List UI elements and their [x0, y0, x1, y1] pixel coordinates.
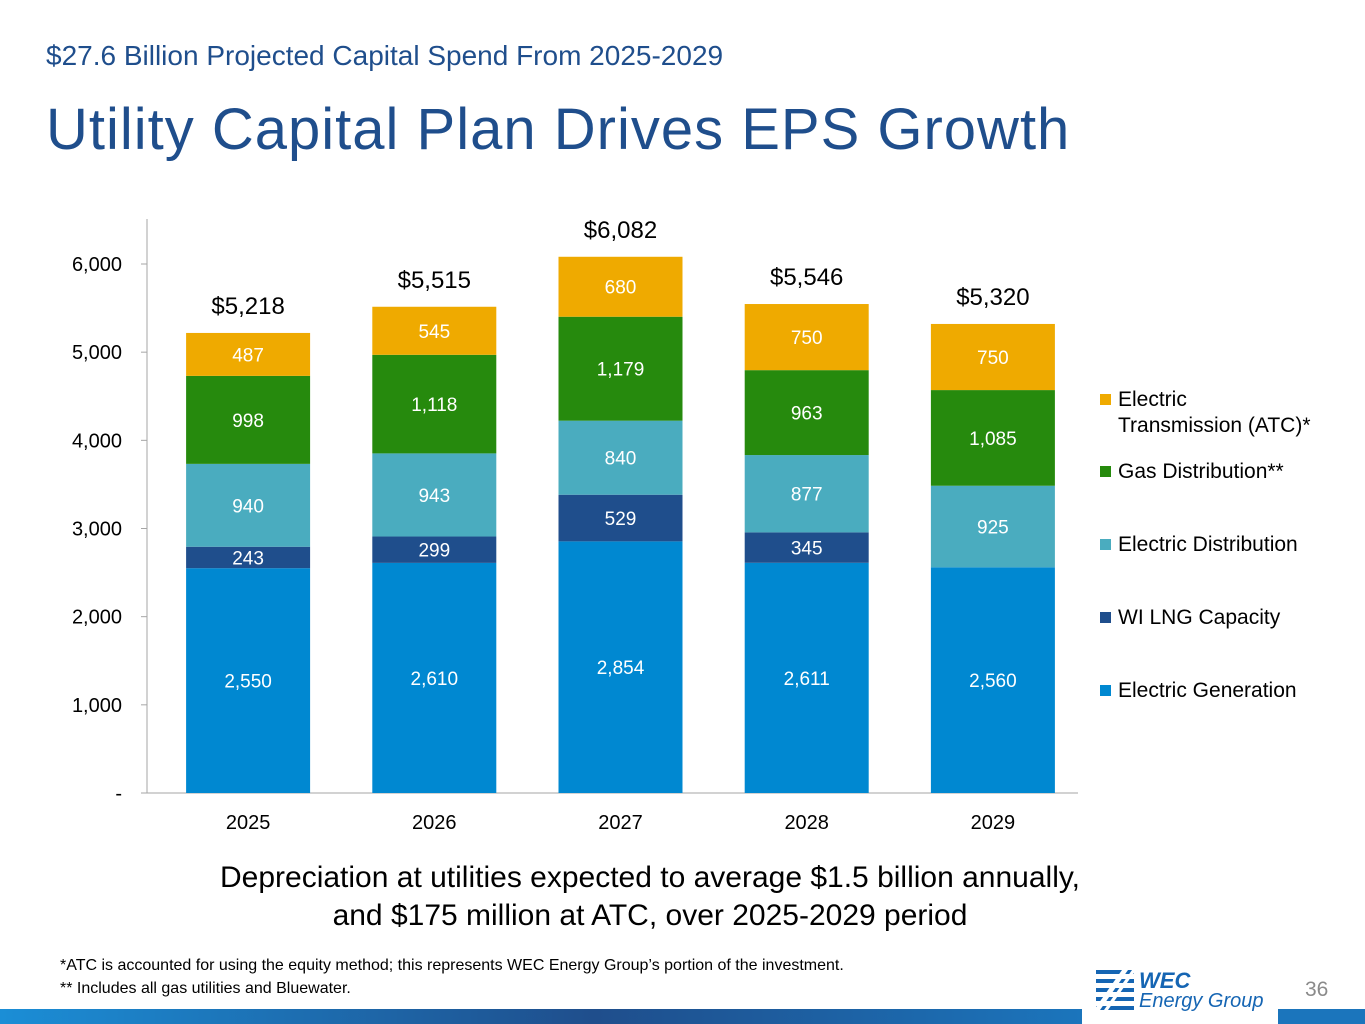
slide-title: Utility Capital Plan Drives EPS Growth: [46, 97, 1071, 162]
legend-label: Gas Distribution**: [1118, 460, 1284, 483]
bar-segment: [372, 453, 497, 537]
bar-segment: [558, 316, 683, 421]
legend-item-electric-generation: Electric Generation: [1100, 678, 1350, 704]
bar-value-label: 680: [605, 278, 637, 299]
y-tick-label: 4,000: [72, 430, 122, 452]
legend-item-gas-distribution: Gas Distribution**: [1100, 459, 1350, 485]
bar-value-label: 243: [232, 548, 264, 569]
x-tick-label: 2025: [226, 812, 271, 834]
bar-segment: [744, 455, 869, 533]
bar-value-label: 1,085: [969, 429, 1017, 450]
bar-segment: [744, 370, 869, 456]
legend-item-electric-transmission: Electric Transmission (ATC)*: [1100, 387, 1350, 439]
bar-segment: [186, 463, 311, 547]
bar-segment: [372, 306, 497, 355]
depreciation-note-line1: Depreciation at utilities expected to av…: [220, 861, 1080, 894]
footnote-gas: ** Includes all gas utilities and Bluewa…: [60, 980, 351, 997]
y-tick-label: -: [115, 783, 122, 805]
bar-segment: [186, 375, 311, 464]
bar-segment: [558, 256, 683, 317]
chart-legend: Electric Transmission (ATC)* Gas Distrib…: [1100, 387, 1350, 704]
bar-segment: [558, 420, 683, 495]
bar-value-label: 2,854: [597, 658, 645, 679]
y-tick-label: 3,000: [72, 519, 122, 541]
y-tick-label: 6,000: [72, 254, 122, 276]
bar-value-label: 963: [791, 404, 823, 425]
bar-value-label: 750: [791, 328, 823, 349]
bar-value-label: 487: [232, 345, 264, 366]
bar-value-label: 345: [791, 539, 823, 560]
bar-segment: [744, 562, 869, 793]
bar-segment: [372, 354, 497, 454]
x-tick-label: 2028: [784, 812, 829, 834]
bar-total-label: $5,320: [956, 284, 1029, 311]
bar-value-label: 943: [418, 486, 450, 507]
legend-item-wi-lng-capacity: WI LNG Capacity: [1100, 605, 1350, 631]
legend-label: Electric Generation: [1118, 679, 1297, 702]
legend-swatch-electric-distribution: [1100, 539, 1111, 550]
bar-segment: [930, 323, 1055, 391]
bar-value-label: 840: [605, 449, 637, 470]
legend-swatch-gas-distribution: [1100, 466, 1111, 477]
capital-spend-chart: - 1,000 2,000 3,000 4,000 5,000 6,000 2,550 243 9…: [72, 217, 1078, 834]
y-tick-label: 2,000: [72, 607, 122, 629]
bar-value-label: 1,179: [597, 360, 645, 381]
bar-value-label: 925: [977, 518, 1009, 539]
bar-value-label: 529: [605, 509, 637, 530]
y-tick-label: 5,000: [72, 342, 122, 364]
bar-segment: [930, 567, 1055, 793]
y-tick-label: 1,000: [72, 695, 122, 717]
bar-segment: [186, 332, 311, 376]
legend-swatch-electric-generation: [1100, 685, 1111, 696]
bar-segment: [186, 546, 311, 569]
x-tick-label: 2027: [598, 812, 643, 834]
footer-bar-right: [1278, 1009, 1365, 1024]
slide-subtitle: $27.6 Billion Projected Capital Spend Fr…: [46, 40, 724, 71]
bar-value-label: 940: [232, 496, 264, 517]
bar-segment: [372, 562, 497, 793]
bar-value-label: 299: [418, 541, 450, 562]
wec-logo-subtext: Energy Group: [1139, 990, 1264, 1012]
bar-value-label: 877: [791, 485, 823, 506]
bar-total-label: $5,218: [211, 293, 284, 320]
legend-swatch-electric-transmission: [1100, 394, 1111, 405]
bar-value-label: 998: [232, 411, 264, 432]
bar-value-label: 2,611: [784, 669, 830, 690]
bar-value-label: 1,118: [411, 395, 457, 416]
footer-gradient-bar: [0, 1009, 1082, 1024]
bar-value-label: 2,550: [224, 672, 272, 693]
bar-segment: [558, 541, 683, 793]
bar-value-label: 2,560: [969, 671, 1017, 692]
legend-item-electric-distribution: Electric Distribution: [1100, 532, 1350, 558]
footnote-atc: *ATC is accounted for using the equity m…: [60, 957, 844, 974]
bar-value-label: 750: [977, 348, 1009, 369]
wec-logo: WEC Energy Group: [1094, 968, 1264, 1015]
page-number: 36: [1305, 978, 1329, 1001]
x-tick-label: 2026: [412, 812, 457, 834]
legend-swatch-wi-lng-capacity: [1100, 612, 1111, 623]
bar-segment: [744, 532, 869, 563]
bar-total-label: $6,082: [584, 217, 657, 244]
bar-segment: [186, 568, 311, 793]
bar-segment: [930, 485, 1055, 568]
legend-label: Transmission (ATC)*: [1118, 414, 1311, 437]
legend-label: Electric: [1118, 388, 1187, 411]
x-tick-label: 2029: [971, 812, 1016, 834]
bar-segment: [558, 494, 683, 542]
legend-label: Electric Distribution: [1118, 533, 1298, 556]
legend-label: WI LNG Capacity: [1118, 606, 1281, 629]
wec-logo-text: WEC: [1139, 968, 1191, 993]
bar-segment: [744, 304, 869, 371]
depreciation-note-line2: and $175 million at ATC, over 2025-2029 …: [332, 899, 968, 932]
bar-total-label: $5,546: [770, 264, 843, 291]
bar-value-label: 2,610: [411, 669, 459, 690]
wec-logo-icon: [1094, 970, 1136, 1010]
bar-value-label: 545: [418, 322, 450, 343]
bar-segment: [372, 536, 497, 563]
bar-total-label: $5,515: [398, 267, 471, 294]
bar-segment: [930, 390, 1055, 486]
